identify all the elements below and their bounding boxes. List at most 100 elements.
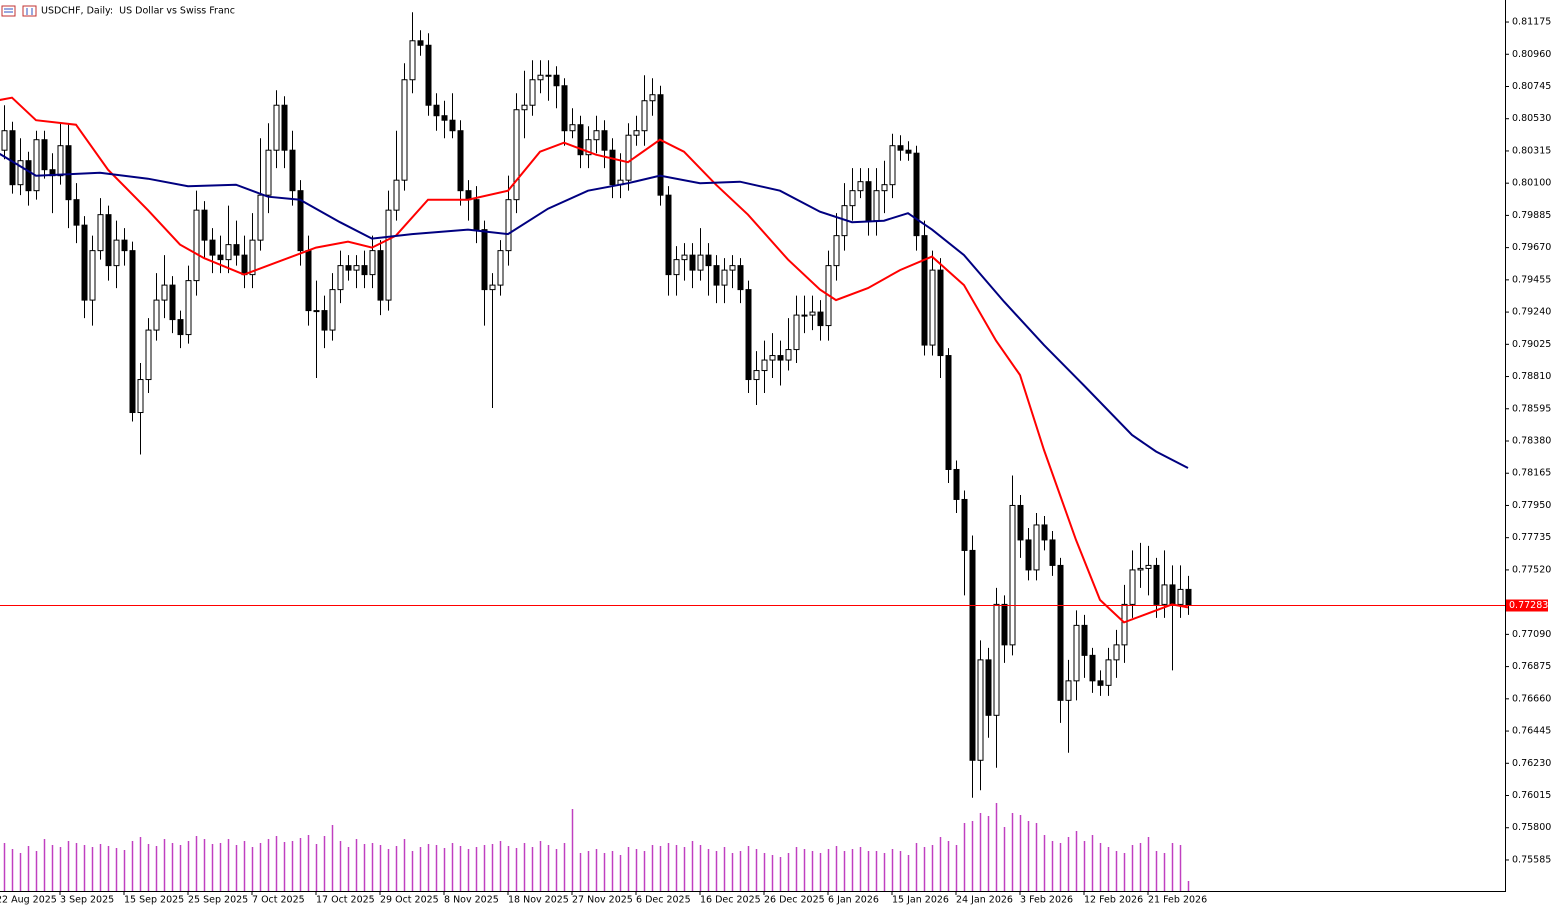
candle-body [865,181,872,222]
x-tick-label: 3 Sep 2025 [60,895,114,906]
y-tick-label: 0.80315 [1512,145,1551,156]
candle-body [625,134,632,181]
candle-body [585,139,592,156]
candle-body [793,314,800,351]
y-tick-label: 0.76230 [1512,758,1551,769]
x-tick-label: 26 Dec 2025 [764,895,825,906]
candle-body [361,265,368,276]
y-tick-label: 0.78595 [1512,403,1551,414]
candle-body [1049,539,1056,566]
plot-area [0,12,1192,891]
candle-body [697,254,704,271]
y-tick-label: 0.76015 [1512,790,1551,801]
candle-body [977,659,984,761]
candle-body [905,149,912,154]
chart-icon[interactable] [22,5,37,17]
y-tick-label: 0.79885 [1512,210,1551,221]
candle-body [265,149,272,196]
candle-body [737,265,744,291]
candle-body [633,130,640,136]
candle-body [873,190,880,222]
y-tick-label: 0.79025 [1512,339,1551,350]
candle-body [113,239,120,267]
candle-body [729,265,736,271]
candle-body [1113,644,1120,661]
y-tick-label: 0.80960 [1512,49,1551,60]
candle-body [1121,603,1128,646]
x-tick-label: 8 Nov 2025 [444,895,499,906]
candle-body [385,209,392,301]
bid-label-box [1506,599,1548,612]
candle-body [1089,654,1096,682]
candle-body [1017,504,1024,541]
moving-average [0,96,1189,624]
candle-body [1,130,8,151]
candle-body [225,244,232,261]
candle-body [1185,588,1192,606]
candle-body [457,130,464,192]
candle-body [25,160,32,192]
candle-body [1137,567,1144,571]
candle-body [481,229,488,291]
candle-body [705,254,712,267]
candle-body [97,214,104,252]
candle-body [641,100,648,132]
candle-body [785,349,792,361]
candle-body [1025,539,1032,571]
candle-body [377,250,384,301]
x-tick-label: 29 Oct 2025 [380,895,439,906]
candle-body [521,104,528,111]
candle-body [569,124,576,132]
candle-body [1105,659,1112,686]
candle-body [289,149,296,192]
candle-body [1001,603,1008,646]
candle-body [953,468,960,500]
candle-body [73,199,80,226]
candle-body [1177,588,1184,605]
x-tick-label: 6 Dec 2025 [636,895,691,906]
candle-body [233,244,240,256]
y-tick-label: 0.77950 [1512,500,1551,511]
candle-body [937,269,944,357]
candle-body [441,115,448,121]
y-tick-label: 0.76445 [1512,726,1551,737]
candle-body [993,603,1000,716]
y-tick-label: 0.77520 [1512,564,1551,575]
y-tick-label: 0.75585 [1512,854,1551,865]
candle-body [297,190,304,252]
candle-body [1065,680,1072,701]
y-tick-label: 0.79670 [1512,242,1551,253]
candle-body [1161,584,1168,605]
candle-body [513,109,520,201]
candle-body [913,152,920,237]
candle-body [985,659,992,716]
candle-body [369,250,376,276]
bid-label: 0.77283 [1509,600,1548,611]
x-tick-label: 18 Nov 2025 [508,895,569,906]
candle-body [105,214,112,267]
candle-body [161,284,168,301]
candle-body [345,265,352,271]
candle-body [393,179,400,211]
candle-body [1057,564,1064,701]
candle-body [185,280,192,336]
x-tick-label: 15 Sep 2025 [124,895,184,906]
x-tick-label: 25 Sep 2025 [188,895,248,906]
candle-body [401,79,408,181]
menu-icon[interactable] [1,5,16,17]
candle-body [1097,680,1104,686]
x-tick-label: 27 Nov 2025 [572,895,633,906]
candle-body [657,94,664,196]
candle-body [537,74,544,81]
candle-body [177,319,184,336]
candle-body [713,265,720,286]
x-tick-label: 3 Feb 2026 [1020,895,1073,906]
candle-body [433,104,440,117]
y-tick-label: 0.75800 [1512,822,1551,833]
candle-body [137,379,144,414]
chart-title: USDCHF, Daily: US Dollar vs Swiss Franc [41,6,235,17]
x-tick-label: 16 Dec 2025 [700,895,761,906]
y-tick-label: 0.78380 [1512,436,1551,447]
moving-average [0,152,1189,469]
